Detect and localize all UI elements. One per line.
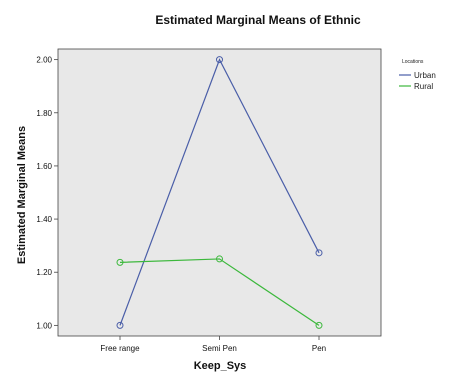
- data-point-urban: [116, 321, 124, 329]
- series-layer: [116, 56, 323, 329]
- data-point-urban: [216, 56, 223, 64]
- x-tick-label: Pen: [312, 344, 326, 353]
- chart-title: Estimated Marginal Means of Ethnic: [155, 13, 361, 27]
- y-tick-label: 2.00: [36, 56, 52, 65]
- y-axis-label: Estimated Marginal Means: [16, 126, 28, 264]
- data-point-rural: [315, 321, 323, 329]
- data-point-urban: [315, 249, 323, 257]
- x-tick-label: Semi Pen: [202, 344, 237, 353]
- y-tick-label: 1.60: [36, 162, 52, 171]
- series-line-urban: [119, 58, 320, 326]
- y-tick-label: 1.40: [36, 215, 52, 224]
- y-tick-label: 1.80: [36, 109, 52, 118]
- y-tick-label: 1.00: [36, 321, 52, 330]
- data-point-rural: [116, 258, 124, 266]
- y-tick-label: 1.20: [36, 268, 52, 277]
- data-point-rural: [216, 255, 223, 263]
- x-axis: Free range Semi Pen Pen: [100, 336, 326, 353]
- legend-label-rural: Rural: [414, 82, 433, 91]
- legend-title: Locations: [402, 59, 424, 65]
- legend: Locations Urban Rural: [399, 59, 436, 91]
- plot-area: [57, 48, 382, 337]
- legend-label-urban: Urban: [414, 71, 436, 80]
- y-axis: 1.00 1.20 1.40 1.60 1.80 2.00: [36, 56, 58, 330]
- x-tick-label: Free range: [100, 344, 140, 353]
- x-axis-label: Keep_Sys: [194, 360, 247, 372]
- series-line-rural: [119, 258, 320, 326]
